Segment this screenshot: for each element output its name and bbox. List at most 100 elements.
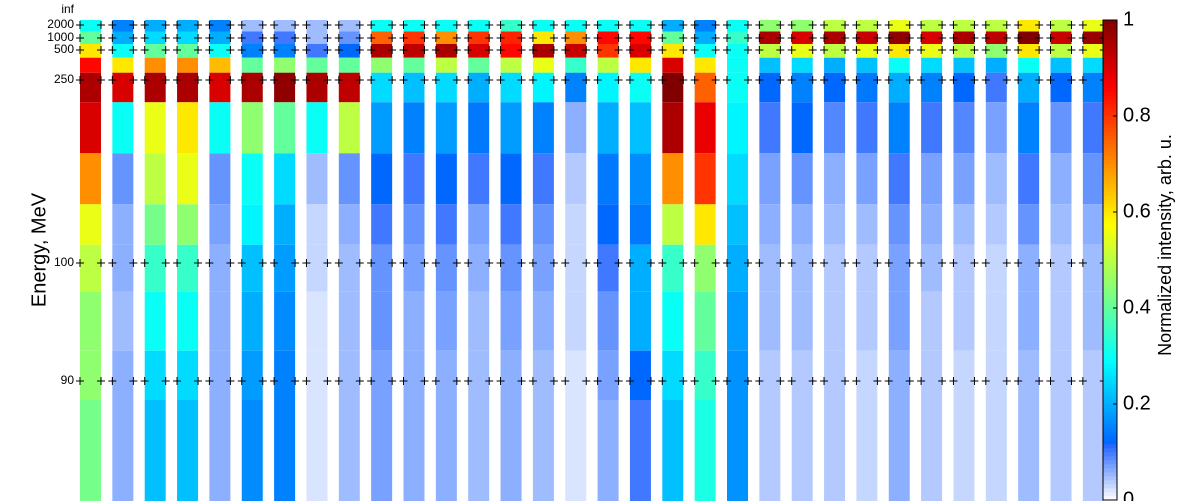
heat-cell bbox=[1018, 72, 1040, 103]
colorbar-segment bbox=[1103, 71, 1117, 77]
heat-cell bbox=[403, 102, 425, 154]
colorbar-segment bbox=[1103, 407, 1117, 413]
colorbar-segment bbox=[1103, 347, 1117, 353]
heat-cell bbox=[921, 153, 943, 205]
colorbar-segment bbox=[1103, 391, 1117, 397]
heat-cell bbox=[629, 153, 651, 205]
heat-cell bbox=[565, 291, 587, 351]
heat-cell bbox=[985, 204, 1007, 245]
colorbar-segment bbox=[1103, 375, 1117, 381]
heat-cell bbox=[112, 350, 134, 400]
colorbar-segment bbox=[1103, 167, 1117, 173]
heat-cell bbox=[468, 204, 490, 245]
heat-cell bbox=[597, 204, 619, 245]
heat-cell bbox=[468, 350, 490, 400]
heat-cell bbox=[727, 399, 748, 501]
heat-cell bbox=[209, 350, 231, 400]
heat-cell bbox=[209, 20, 231, 32]
colorbar-segment bbox=[1103, 283, 1117, 289]
heat-cell bbox=[824, 153, 846, 205]
heat-cell bbox=[468, 102, 490, 154]
heat-cell bbox=[856, 350, 878, 400]
heat-cell bbox=[144, 72, 166, 103]
colorbar-segment bbox=[1103, 67, 1117, 73]
heat-cell bbox=[791, 350, 813, 400]
heat-cell bbox=[824, 204, 846, 245]
heat-cell bbox=[144, 44, 166, 58]
heat-cell bbox=[112, 204, 134, 245]
heat-cell bbox=[985, 350, 1007, 400]
heat-cell bbox=[112, 20, 134, 32]
colorbar-segment bbox=[1103, 479, 1117, 485]
colorbar-segment bbox=[1103, 287, 1117, 293]
heat-cell bbox=[565, 57, 587, 73]
heat-cell bbox=[727, 31, 748, 44]
heat-cell bbox=[177, 399, 199, 501]
heat-cell bbox=[371, 204, 393, 245]
heat-cell bbox=[565, 204, 587, 245]
colorbar-segment bbox=[1103, 147, 1117, 153]
heat-cell bbox=[80, 350, 101, 400]
heat-cell bbox=[597, 102, 619, 154]
heat-cell bbox=[403, 291, 425, 351]
heat-cell bbox=[500, 204, 522, 245]
heat-cell bbox=[532, 153, 554, 205]
heat-cell bbox=[371, 399, 393, 501]
heat-cell bbox=[565, 44, 587, 58]
heat-cell bbox=[1082, 153, 1104, 205]
heat-cell bbox=[241, 350, 263, 400]
heat-cell bbox=[274, 153, 296, 205]
colorbar-segment bbox=[1103, 471, 1117, 477]
heat-cell bbox=[565, 244, 587, 292]
colorbar-segment bbox=[1103, 135, 1117, 141]
heat-cell bbox=[1082, 350, 1104, 400]
heat-cell bbox=[435, 153, 457, 205]
heat-cell bbox=[338, 31, 360, 44]
heat-cell bbox=[209, 44, 231, 58]
heat-cell bbox=[338, 153, 360, 205]
heat-cell bbox=[1018, 20, 1040, 32]
heat-cell bbox=[112, 102, 134, 154]
colorbar-segment bbox=[1103, 115, 1117, 121]
heat-cell bbox=[306, 57, 328, 73]
heat-cell bbox=[80, 31, 101, 44]
heat-cell bbox=[500, 72, 522, 103]
colorbar-segment bbox=[1103, 103, 1117, 109]
heat-cell bbox=[565, 72, 587, 103]
heat-cell bbox=[371, 244, 393, 292]
heat-cell bbox=[694, 72, 716, 103]
heat-cell bbox=[1082, 399, 1104, 501]
heat-cell bbox=[468, 244, 490, 292]
heat-cell bbox=[177, 350, 199, 400]
colorbar-segment bbox=[1103, 463, 1117, 469]
colorbar-segment bbox=[1103, 319, 1117, 325]
colorbar-segment bbox=[1103, 395, 1117, 401]
heat-cell bbox=[80, 204, 101, 245]
heat-cell bbox=[403, 20, 425, 32]
heat-cell bbox=[856, 291, 878, 351]
heat-cell bbox=[759, 31, 781, 44]
heat-cell bbox=[241, 102, 263, 154]
heat-cell bbox=[532, 102, 554, 154]
heat-cell bbox=[1082, 102, 1104, 154]
heat-cell bbox=[371, 72, 393, 103]
colorbar-segment bbox=[1103, 439, 1117, 445]
heat-cell bbox=[629, 20, 651, 32]
heat-cell bbox=[306, 44, 328, 58]
colorbar-segment bbox=[1103, 203, 1117, 209]
heat-cell bbox=[500, 20, 522, 32]
colorbar-segment bbox=[1103, 111, 1117, 117]
heat-cell bbox=[662, 350, 684, 400]
heat-cell bbox=[856, 153, 878, 205]
colorbar-segment bbox=[1103, 331, 1117, 337]
colorbar-segment bbox=[1103, 155, 1117, 161]
heat-cell bbox=[856, 399, 878, 501]
colorbar-segment bbox=[1103, 475, 1117, 481]
colorbar-segment bbox=[1103, 47, 1117, 53]
heat-cell bbox=[759, 72, 781, 103]
heat-cell bbox=[500, 291, 522, 351]
colorbar-tick-label: 0 bbox=[1123, 488, 1134, 501]
heat-cell bbox=[403, 399, 425, 501]
heat-cell bbox=[468, 44, 490, 58]
heat-cell bbox=[694, 57, 716, 73]
